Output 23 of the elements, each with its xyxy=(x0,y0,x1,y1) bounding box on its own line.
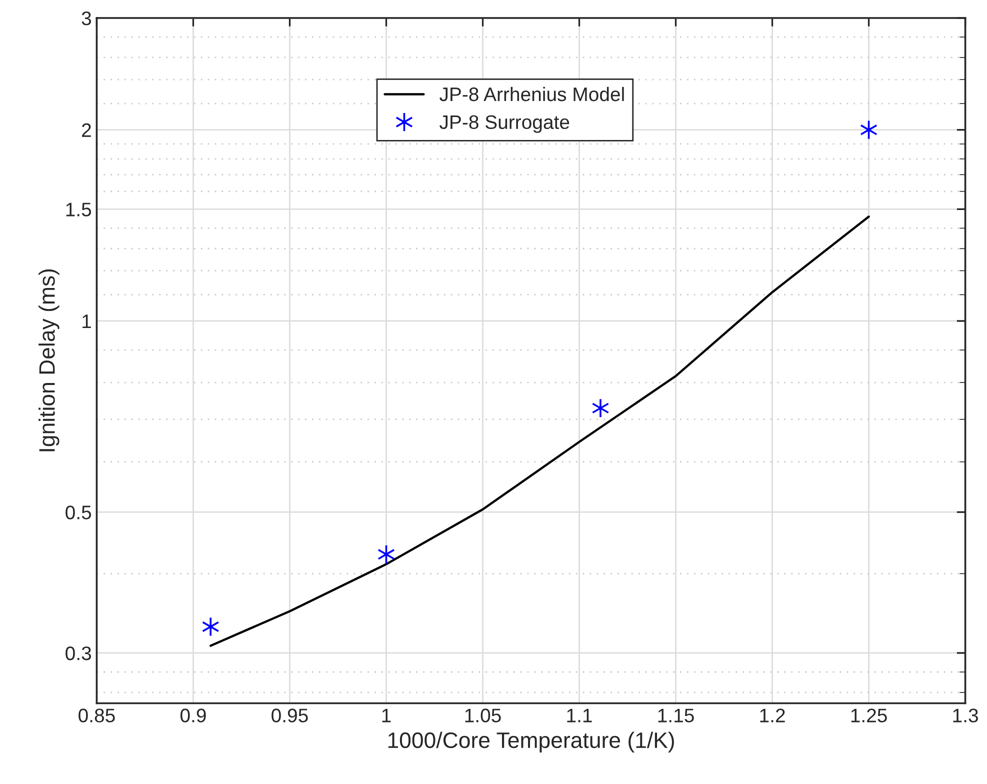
x-tick-label: 0.9 xyxy=(180,708,206,722)
x-tick-label: 0.85 xyxy=(78,708,115,722)
y-tick-label: 2 xyxy=(82,123,91,137)
y-axis-title: Ignition Delay (ms) xyxy=(38,269,60,452)
x-tick-label: 0.95 xyxy=(272,708,308,722)
legend-label: JP-8 Arrhenius Model xyxy=(440,86,624,102)
x-tick-label: 1.3 xyxy=(953,708,978,722)
point xyxy=(592,398,610,418)
x-axis-title: 1000/Core Temperature (1/K) xyxy=(388,732,674,753)
legend-label: JP-8 Surrogate xyxy=(440,115,570,133)
x-tick-label: 1.25 xyxy=(851,708,887,722)
x-tick-label: 1 xyxy=(382,708,391,722)
y-tick-label: 1 xyxy=(82,314,91,328)
point xyxy=(202,616,220,637)
x-tick-label: 1.15 xyxy=(658,708,694,722)
y-tick-label: 1.5 xyxy=(66,202,92,216)
x-tick-label: 1.2 xyxy=(760,708,785,722)
x-tick-label: 1.1 xyxy=(567,708,592,722)
y-tick-label: 0.5 xyxy=(66,506,92,520)
x-tick-label: 1.05 xyxy=(465,708,501,722)
y-tick-label: 0.3 xyxy=(66,646,92,660)
y-tick-label: 3 xyxy=(82,12,92,26)
line-series xyxy=(209,216,870,647)
